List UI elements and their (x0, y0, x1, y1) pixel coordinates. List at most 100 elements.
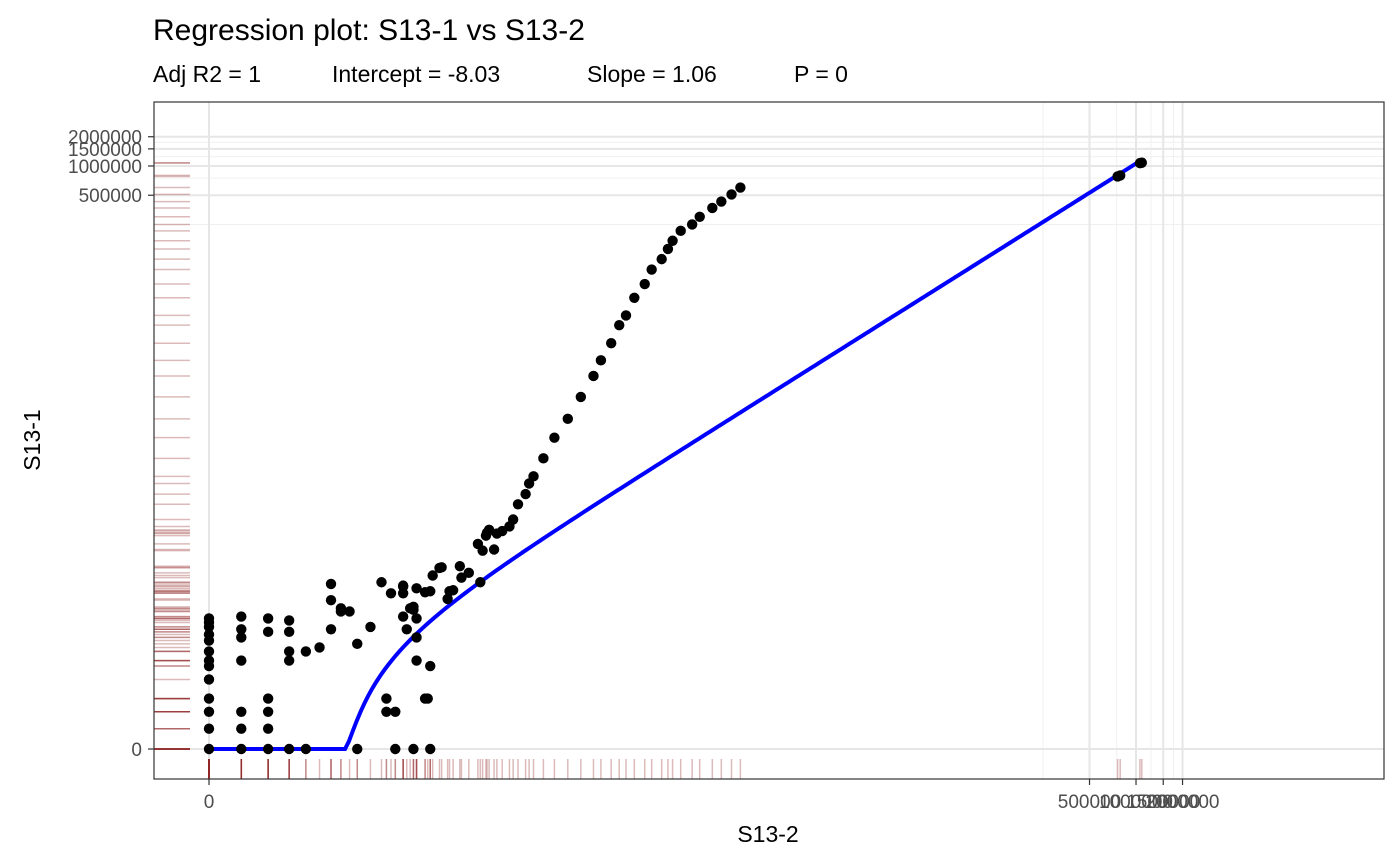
data-point (411, 632, 422, 643)
data-point (538, 453, 549, 464)
data-point (397, 611, 409, 622)
subtitle-adj-r2: Adj R2 = 1 (153, 61, 261, 87)
data-point (726, 189, 737, 200)
x-tick-label: 2000000 (1146, 792, 1220, 813)
data-point (262, 693, 274, 704)
data-point (283, 626, 295, 638)
data-point (397, 580, 409, 591)
data-point (365, 621, 376, 633)
data-point (262, 743, 274, 755)
y-tick-label: 2000000 (68, 128, 142, 149)
data-point (283, 615, 295, 626)
data-point (463, 567, 474, 579)
x-tick-label: 1000000 (1099, 792, 1173, 813)
data-point (283, 655, 295, 666)
data-point (262, 706, 274, 718)
data-point (488, 544, 500, 555)
data-point (422, 693, 433, 704)
data-point (283, 646, 295, 657)
plot-panel-border (153, 101, 1385, 780)
regression-line-layer (209, 158, 1143, 751)
data-point (352, 743, 363, 755)
data-point (203, 693, 215, 704)
data-point (203, 706, 215, 718)
data-point (325, 578, 337, 590)
data-point (620, 310, 632, 321)
data-point (203, 743, 215, 755)
data-point (436, 562, 447, 573)
data-point (385, 588, 397, 599)
data-point (447, 585, 459, 596)
data-point (236, 723, 247, 734)
data-point (614, 319, 625, 331)
data-point (283, 743, 295, 755)
data-point (335, 606, 347, 617)
data-point (588, 370, 599, 382)
data-point (203, 674, 215, 685)
data-points (203, 157, 1148, 755)
x-axis-title: S13-2 (737, 821, 798, 847)
data-point (203, 613, 215, 624)
data-point (203, 723, 215, 734)
data-point (411, 583, 422, 594)
data-point (735, 182, 746, 193)
data-point (595, 355, 607, 366)
data-point (381, 693, 392, 704)
data-point (236, 624, 247, 635)
data-point (520, 488, 531, 500)
chart-title: Regression plot: S13-1 vs S13-2 (153, 14, 585, 47)
data-point (325, 594, 337, 606)
data-point (477, 545, 488, 556)
data-point (656, 253, 667, 265)
data-point (203, 629, 215, 640)
y-tick-label: 1000000 (68, 157, 142, 178)
data-point (401, 624, 412, 635)
subtitle-p-value: P = 0 (794, 61, 848, 87)
data-point (686, 219, 698, 230)
data-point (629, 292, 640, 303)
rug-marks (154, 161, 1143, 779)
data-point (639, 278, 650, 290)
data-point (376, 577, 387, 588)
grid-lines (154, 102, 1384, 779)
data-point (456, 572, 467, 583)
data-point (411, 655, 422, 666)
data-point (667, 235, 678, 246)
data-point (707, 202, 718, 214)
y-axis-title: S13-1 (19, 409, 45, 470)
regression-line (209, 158, 1143, 751)
x-tick-label: 1500000 (1126, 792, 1200, 813)
data-point (1136, 157, 1148, 168)
subtitle-intercept: Intercept = -8.03 (332, 61, 500, 87)
data-point (646, 264, 657, 275)
data-point (694, 211, 705, 222)
data-point (528, 471, 539, 482)
data-point (390, 706, 401, 718)
data-point (262, 723, 274, 734)
data-point (716, 196, 727, 207)
data-point (408, 743, 419, 755)
data-point (236, 632, 247, 643)
subtitle-slope: Slope = 1.06 (587, 61, 717, 87)
data-point (262, 613, 274, 624)
data-point (425, 586, 436, 597)
data-point (549, 432, 560, 443)
data-point (236, 611, 247, 622)
data-point (562, 413, 573, 425)
y-tick-label: 0 (131, 740, 142, 761)
data-point (454, 561, 466, 572)
data-point (507, 514, 519, 525)
data-point (425, 743, 436, 755)
data-point (675, 225, 686, 237)
x-tick-label: 500000 (1058, 792, 1121, 813)
data-point (262, 626, 274, 638)
data-point (236, 706, 247, 718)
data-point (236, 743, 247, 755)
data-point (512, 499, 524, 510)
data-point (203, 646, 215, 657)
x-tick-label: 0 (204, 792, 215, 813)
data-point (325, 624, 337, 635)
data-point (411, 613, 422, 624)
data-point (352, 638, 363, 650)
